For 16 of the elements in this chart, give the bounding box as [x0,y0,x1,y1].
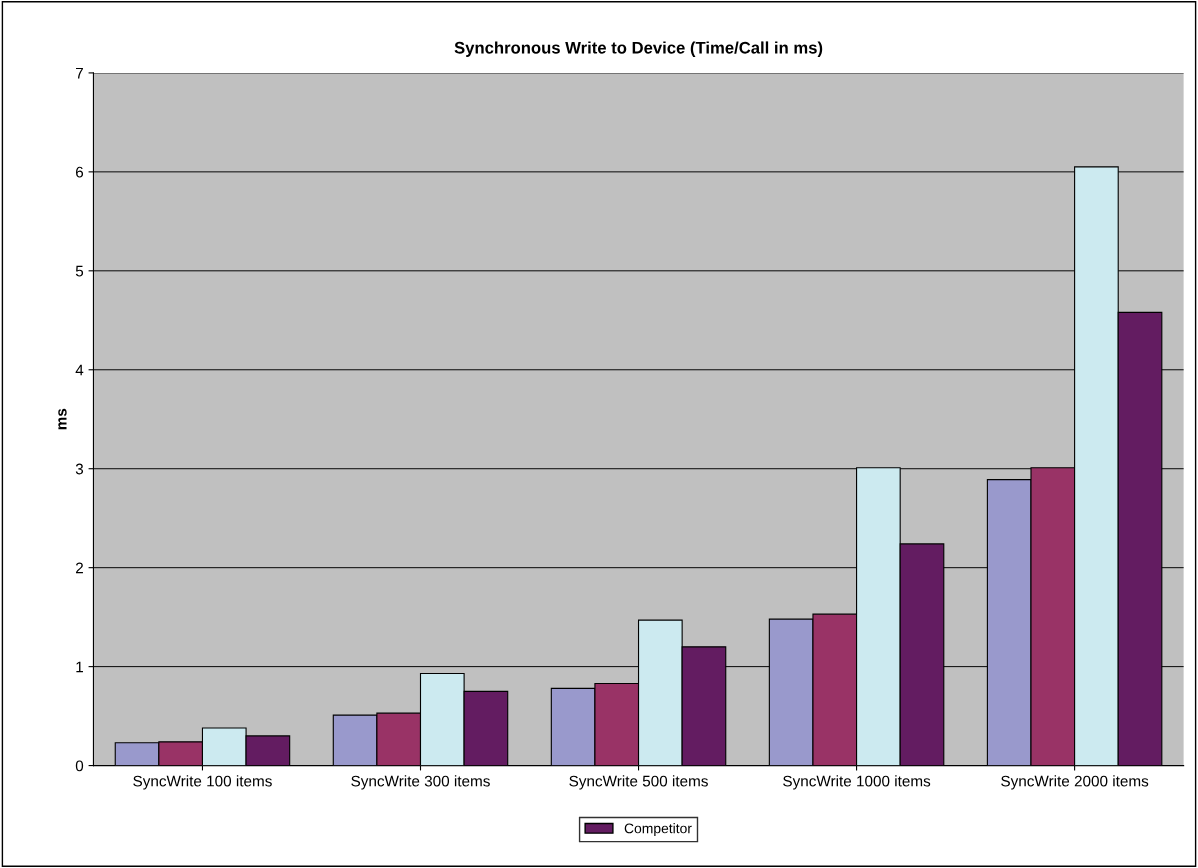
legend-label: Competitor [624,823,692,837]
y-tick-label: 3 [75,463,84,475]
y-tick-label: 6 [76,166,84,178]
y-axis-title: ms [58,408,67,430]
y-tick-label: 2 [75,562,83,574]
x-tick-label: SyncWrite 500 items [569,775,708,790]
x-tick-label: SyncWrite 2000 items [1001,775,1149,790]
x-tick-label: SyncWrite 1000 items [783,775,931,790]
y-tick-label: 1 [76,661,83,673]
x-tick-label: SyncWrite 100 items [133,775,272,790]
y-tick-label: 5 [75,265,84,277]
x-tick-label: SyncWrite 300 items [351,775,490,790]
chart-title: Synchronous Write to Device (Time/Call in ms) [454,41,823,57]
y-tick-label: 7 [76,67,83,79]
y-tick-label: 0 [75,760,84,772]
y-tick-label: 4 [75,364,84,376]
